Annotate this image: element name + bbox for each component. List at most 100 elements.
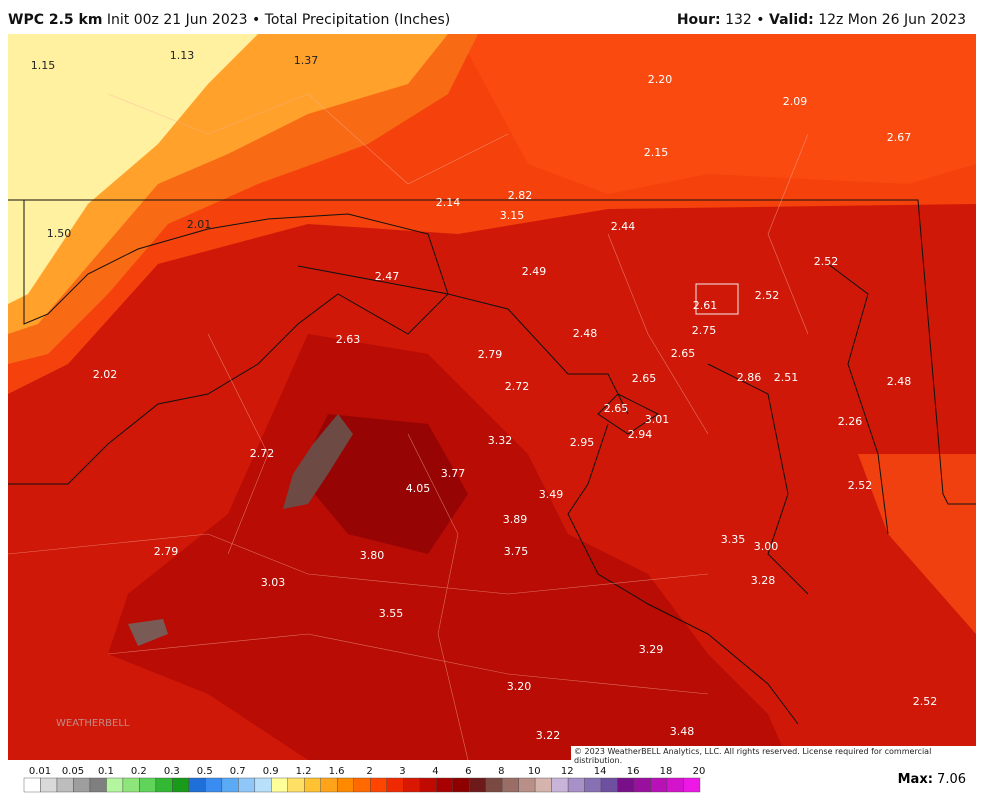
map-label: 3.00 [754, 540, 779, 553]
colorbar-label: 0.01 [29, 766, 51, 777]
copyright: © 2023 WeatherBELL Analytics, LLC. All r… [571, 746, 984, 766]
map-label: 2.61 [693, 299, 718, 312]
color-cell [73, 777, 91, 793]
map-label: 2.65 [632, 372, 657, 385]
color-cell [238, 777, 256, 793]
zone [858, 454, 976, 634]
map-label: 2.52 [848, 479, 873, 492]
map-label: 3.89 [503, 513, 528, 526]
color-cell [403, 777, 420, 793]
map-label: 2.72 [505, 380, 530, 393]
map-label: 2.44 [611, 220, 636, 233]
max-label: Max: [897, 772, 933, 787]
map-label: 3.15 [500, 209, 525, 222]
colorbar-label: 0.5 [197, 766, 213, 777]
map-label: 2.20 [648, 73, 673, 86]
map-label: 3.01 [645, 413, 670, 426]
map-label: 2.47 [375, 270, 400, 283]
map-label: 1.15 [31, 59, 56, 72]
map-label: 2.26 [838, 415, 863, 428]
colorbar-label: 6 [465, 766, 471, 777]
boundaries [8, 199, 976, 725]
map-label: 2.67 [887, 131, 912, 144]
map-label: 1.13 [170, 49, 195, 62]
colorbar-label: 0.3 [164, 766, 180, 777]
color-cell [139, 777, 157, 793]
colorbar-label: 0.7 [230, 766, 246, 777]
color-cell [501, 777, 519, 793]
color-cell [419, 777, 437, 793]
map-label: 2.86 [737, 371, 762, 384]
map-label: 3.28 [751, 574, 776, 587]
map-label: 3.22 [536, 729, 561, 742]
map-label: 3.75 [504, 545, 529, 558]
zone [458, 34, 976, 194]
map-label: 1.37 [294, 54, 319, 67]
map-label: 3.29 [639, 643, 664, 656]
map-label: 2.79 [154, 545, 179, 558]
color-cell [23, 777, 41, 793]
zone [8, 34, 258, 304]
color-cell [56, 777, 74, 793]
border [8, 199, 976, 505]
max-value: 7.06 [937, 772, 966, 787]
border [23, 200, 629, 415]
map-label: 2.65 [671, 347, 696, 360]
map-label: 1.50 [47, 227, 72, 240]
map-label: 3.32 [488, 434, 513, 447]
color-cell [435, 777, 453, 793]
border [8, 265, 450, 485]
color-cell [567, 777, 585, 793]
color-cell [683, 777, 701, 793]
color-cell [666, 777, 684, 793]
colorbar-label: 2 [366, 766, 372, 777]
color-cell [172, 777, 190, 793]
color-cell [205, 777, 223, 793]
color-cell [337, 777, 354, 793]
colorbar-label: 20 [693, 766, 706, 777]
color-cell [452, 777, 470, 793]
color-cell [40, 777, 58, 793]
color-cell [89, 777, 107, 793]
colorbar-label: 12 [561, 766, 574, 777]
color-cell [485, 777, 503, 793]
map-label: 3.77 [441, 467, 466, 480]
border [695, 283, 739, 315]
colorbar-label: 14 [594, 766, 607, 777]
map-label: 4.05 [406, 482, 431, 495]
map-label: 2.52 [755, 289, 780, 302]
color-cell [287, 777, 305, 793]
map-label: 2.94 [628, 428, 653, 441]
map-label: 2.09 [783, 95, 808, 108]
county-lines [8, 93, 809, 760]
zone [283, 414, 353, 509]
color-cell [122, 777, 140, 793]
colorbar-label: 16 [627, 766, 640, 777]
color-cell [633, 777, 651, 793]
color-cell [617, 777, 635, 793]
zone [108, 334, 788, 760]
map-label: 2.02 [93, 368, 118, 381]
map-label: 3.48 [670, 725, 695, 738]
max: Max: 7.06 [898, 772, 966, 787]
model: WPC 2.5 km [8, 12, 103, 28]
map-label: 2.52 [913, 695, 938, 708]
map-label: 2.79 [478, 348, 503, 361]
colorbar-label: 0.05 [62, 766, 84, 777]
colorbar-label: 0.2 [131, 766, 147, 777]
hour: 132 • [725, 12, 765, 28]
zone [128, 619, 168, 646]
map-label: 2.48 [573, 327, 598, 340]
description: Init 00z 21 Jun 2023 • Total Precipitati… [106, 12, 451, 28]
map-label: 3.49 [539, 488, 564, 501]
county-line [8, 93, 809, 760]
border [707, 263, 889, 595]
color-cell [386, 777, 404, 793]
color-cell [254, 777, 272, 793]
color-cell [584, 777, 602, 793]
map-label: 2.82 [508, 189, 533, 202]
map-label: 3.03 [261, 576, 286, 589]
colorbar-label: 4 [432, 766, 438, 777]
map-label: 3.20 [507, 680, 532, 693]
